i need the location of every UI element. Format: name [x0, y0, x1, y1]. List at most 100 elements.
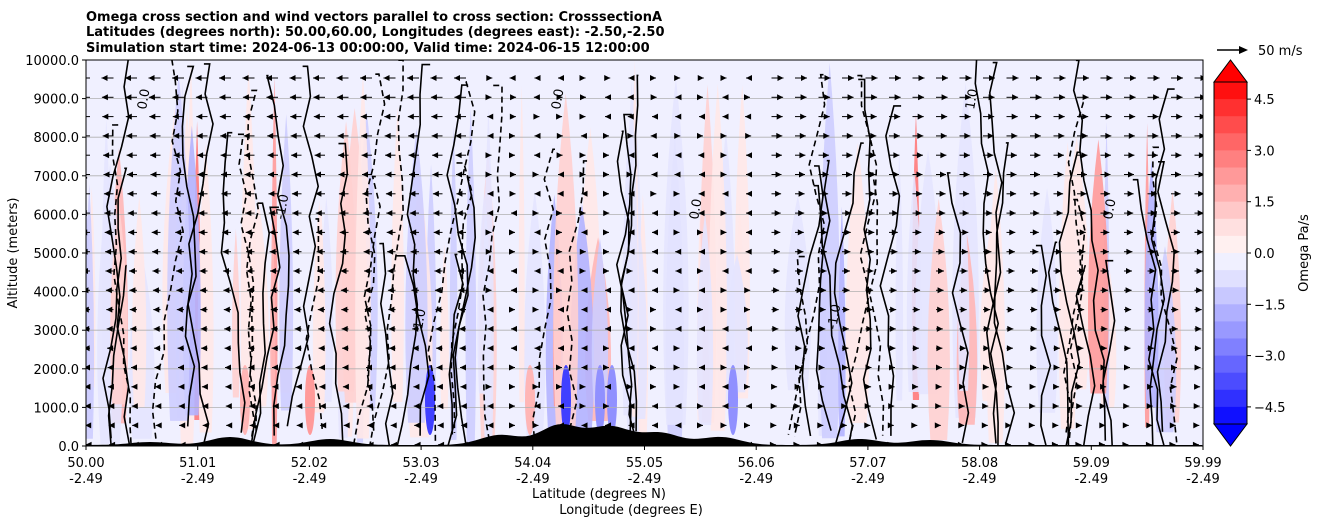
wind-vector-head [130, 325, 137, 332]
wind-vectors [86, 75, 1203, 446]
wind-vector-head [914, 268, 921, 274]
wind-vector-head [628, 403, 635, 410]
wind-vector-head [650, 190, 657, 197]
wind-vector-head [1151, 152, 1158, 159]
wind-vector-head [581, 287, 588, 294]
wind-vector-head [225, 364, 231, 371]
wind-vector-head [556, 287, 562, 294]
wind-vector-head [103, 190, 110, 197]
wind-vector-head [1105, 113, 1112, 120]
wind-vector-head [722, 190, 729, 197]
wind-vector-head [108, 403, 115, 410]
wind-vector-head [745, 132, 752, 139]
wind-vector-head [365, 325, 372, 332]
wind-vector-head [1194, 364, 1201, 371]
y-tick-label: 7000.0 [34, 170, 80, 185]
wind-vector-head [1057, 190, 1064, 197]
wind-vector-head [86, 422, 92, 429]
wind-vector-head [388, 306, 395, 313]
wind-vector-head [511, 287, 517, 294]
omega-contour-line [427, 80, 476, 442]
y-tick-label: 6000.0 [34, 208, 80, 223]
wind-vector-head [1053, 345, 1060, 352]
wind-vector-head [821, 210, 828, 217]
omega-contour-line [364, 73, 386, 435]
wind-vector-head [795, 325, 802, 332]
wind-vector-head [1177, 75, 1183, 81]
wind-vector-head [1146, 422, 1153, 429]
wind-vector-head [746, 75, 752, 81]
wind-vector-head [363, 248, 370, 255]
colorbar-tick-label: 0.0 [1254, 247, 1275, 262]
wind-vector-head [1098, 441, 1105, 446]
wind-vector-head [319, 383, 326, 390]
wind-vector-head [384, 132, 391, 139]
wind-vector-head [794, 403, 801, 410]
wind-vector-head [1124, 364, 1130, 371]
wind-vector-head [383, 75, 390, 81]
wind-vector-head [197, 152, 204, 159]
wind-vector-head [912, 364, 919, 371]
wind-vector-head [1103, 210, 1110, 217]
wind-vector-head [744, 306, 750, 313]
wind-vector-head [455, 132, 462, 139]
wind-vector-head [1010, 152, 1017, 159]
wind-vector-head [581, 306, 588, 313]
wind-vector-head [1103, 229, 1110, 236]
wind-vector-head [697, 306, 703, 313]
wind-vector-head [460, 403, 467, 410]
wind-vector-head [964, 113, 971, 120]
wind-vector-head [840, 422, 847, 429]
wind-vector-head [1174, 210, 1181, 217]
wind-vector-head [864, 422, 871, 429]
omega-field-patch [405, 128, 428, 423]
omega-contour-line [245, 89, 260, 446]
wind-vector-head [698, 210, 705, 217]
wind-vector-head [1011, 113, 1018, 120]
omega-contour-line [106, 60, 131, 446]
omega-field-patch [591, 238, 609, 406]
omega-field-patch [726, 253, 748, 393]
wind-vector-head [1175, 132, 1182, 139]
wind-vector-head [918, 94, 925, 101]
wind-vector-head [1171, 364, 1177, 371]
omega-contour-line [454, 176, 477, 446]
wind-vector-head [675, 268, 682, 274]
wind-vector-head [155, 403, 162, 410]
wind-vector-head [984, 287, 991, 294]
wind-vector-head [1051, 441, 1058, 446]
wind-vector-head [247, 325, 254, 332]
x-tick-label-lon: -2.49 [851, 472, 885, 487]
wind-vector-head [433, 210, 440, 217]
wind-vector-head [1099, 403, 1106, 410]
wind-vector-head [1028, 422, 1035, 429]
omega-field-patch [465, 108, 477, 443]
wind-vector-head [130, 345, 137, 352]
wind-vector-head [148, 94, 155, 101]
wind-vector-head [272, 403, 279, 410]
wind-vector-head [842, 345, 849, 352]
wind-vector-head [1175, 171, 1181, 178]
wind-vector-head [220, 152, 227, 159]
wind-vector-head [270, 306, 277, 313]
wind-vector-head [341, 306, 348, 313]
wind-vector-head [266, 75, 272, 81]
wind-vector-head [746, 190, 752, 197]
omega-field-patch [132, 196, 147, 408]
wind-vector-head [173, 152, 180, 159]
wind-vector-head [720, 422, 727, 429]
wind-vector-head [343, 422, 350, 429]
wind-vector-head [1035, 113, 1042, 120]
x-axis-label: Latitude (degrees N) [532, 487, 666, 502]
wind-vector-head [509, 75, 516, 81]
wind-vector-head [313, 113, 320, 120]
wind-vector-head [868, 210, 875, 217]
wind-vector-head [675, 94, 682, 101]
wind-vector-head [86, 441, 92, 446]
wind-vector-head [151, 229, 158, 236]
wind-vector-head [744, 364, 750, 371]
wind-vector-head [338, 171, 345, 178]
wind-vector-head [865, 345, 872, 352]
wind-vector-head [245, 229, 252, 236]
wind-vector-head [296, 422, 303, 429]
